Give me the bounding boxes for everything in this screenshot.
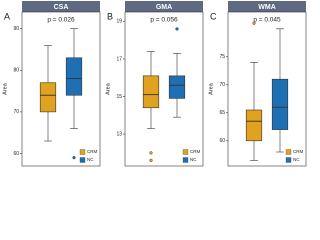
- panel-strip: [228, 1, 306, 12]
- box: [39, 82, 57, 113]
- legend-label: CRM: [87, 149, 97, 154]
- panel-strip: [22, 1, 100, 12]
- chart: CSA A p = 0.026 Area 60 70 80 90 CRM NC GMA B p = 0.…: [2, 1, 307, 167]
- y-tick-label: 60: [219, 138, 225, 144]
- panel-label: A: [4, 11, 10, 21]
- panel-title: WMA: [258, 4, 276, 11]
- box: [271, 78, 289, 130]
- y-tick-label: 13: [116, 131, 122, 137]
- legend-swatch: [182, 157, 189, 163]
- p-value: p = 0.056: [150, 17, 178, 24]
- y-tick-label: 80: [13, 68, 19, 74]
- legend-label: CRM: [293, 149, 303, 154]
- y-tick-label: 65: [219, 110, 225, 116]
- legend-swatch: [285, 157, 292, 163]
- y-tick-label: 15: [116, 94, 122, 100]
- box: [245, 109, 263, 142]
- y-axis-label: Area: [105, 82, 111, 95]
- y-tick-label: 60: [13, 151, 19, 157]
- p-value: p = 0.026: [47, 17, 75, 24]
- box: [65, 57, 83, 96]
- y-tick-label: 75: [219, 54, 225, 60]
- y-tick-label: 90: [13, 26, 19, 32]
- outlier: [72, 156, 76, 160]
- p-value: p = 0.045: [253, 17, 281, 24]
- box: [142, 75, 160, 109]
- legend-label: NC: [293, 157, 300, 162]
- legend-swatch: [79, 157, 86, 163]
- legend-swatch: [285, 149, 292, 155]
- panel-title: CSA: [54, 4, 69, 11]
- plot-frame: [124, 11, 204, 167]
- y-tick-label: 70: [13, 109, 19, 115]
- box: [168, 75, 186, 99]
- y-tick-label: 17: [116, 56, 122, 62]
- panel-label: B: [107, 11, 113, 21]
- y-tick-label: 19: [116, 19, 122, 25]
- panel-label: C: [210, 11, 217, 21]
- panel-strip: [125, 1, 203, 12]
- y-axis-label: Area: [2, 82, 8, 95]
- legend-label: CRM: [190, 149, 200, 154]
- plot-frame: [227, 11, 307, 167]
- panel-title: GMA: [156, 4, 172, 11]
- legend-label: NC: [87, 157, 94, 162]
- outlier: [252, 21, 256, 25]
- outlier: [175, 27, 179, 31]
- legend-swatch: [182, 149, 189, 155]
- outlier: [149, 151, 153, 155]
- legend-swatch: [79, 149, 86, 155]
- legend-label: NC: [190, 157, 197, 162]
- y-tick-label: 70: [219, 82, 225, 88]
- plot-frame: [21, 11, 101, 167]
- outlier: [149, 158, 153, 162]
- y-axis-label: Area: [208, 82, 214, 95]
